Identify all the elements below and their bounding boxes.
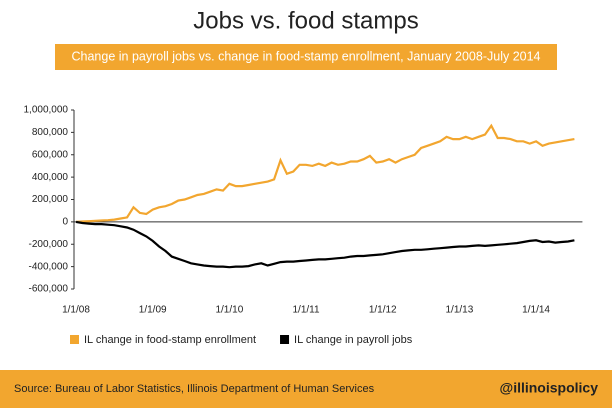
y-tick-label: 1,000,000 [24,105,69,116]
subtitle-banner [55,44,557,70]
y-tick-label: 200,000 [32,194,69,205]
series-line [75,123,575,223]
footer-bar [0,370,612,408]
y-tick-label: 600,000 [32,149,69,160]
y-tick-label: 0 [62,217,68,228]
y-tick-label: 400,000 [32,172,69,183]
x-tick-label: 1/1/09 [139,305,167,316]
y-tick-label: 800,000 [32,127,69,138]
y-tick-label: -200,000 [29,239,69,250]
x-tick-label: 1/1/14 [522,305,550,316]
y-tick-label: -400,000 [29,261,69,272]
handle: @illinoispolicy [500,380,599,396]
legend-swatch [280,335,290,344]
series-line [75,220,575,269]
x-tick-label: 1/1/13 [445,305,473,316]
x-tick-label: 1/1/12 [369,305,397,316]
legend-swatch [70,335,79,344]
x-tick-label: 1/1/11 [293,305,320,316]
y-tick-label: -600,000 [29,284,69,295]
source: Source: Bureau of Labor Statistics, Illi… [14,383,375,395]
x-tick-label: 1/1/10 [215,305,243,316]
legend-label: IL change in food-stamp enrollment [84,334,256,346]
x-tick-label: 1/1/08 [62,305,90,316]
legend-label: IL change in payroll jobs [294,334,413,346]
chart-title: Jobs vs. food stamps [193,7,418,34]
chart-subtitle: Change in payroll jobs vs. change in foo… [71,49,540,63]
